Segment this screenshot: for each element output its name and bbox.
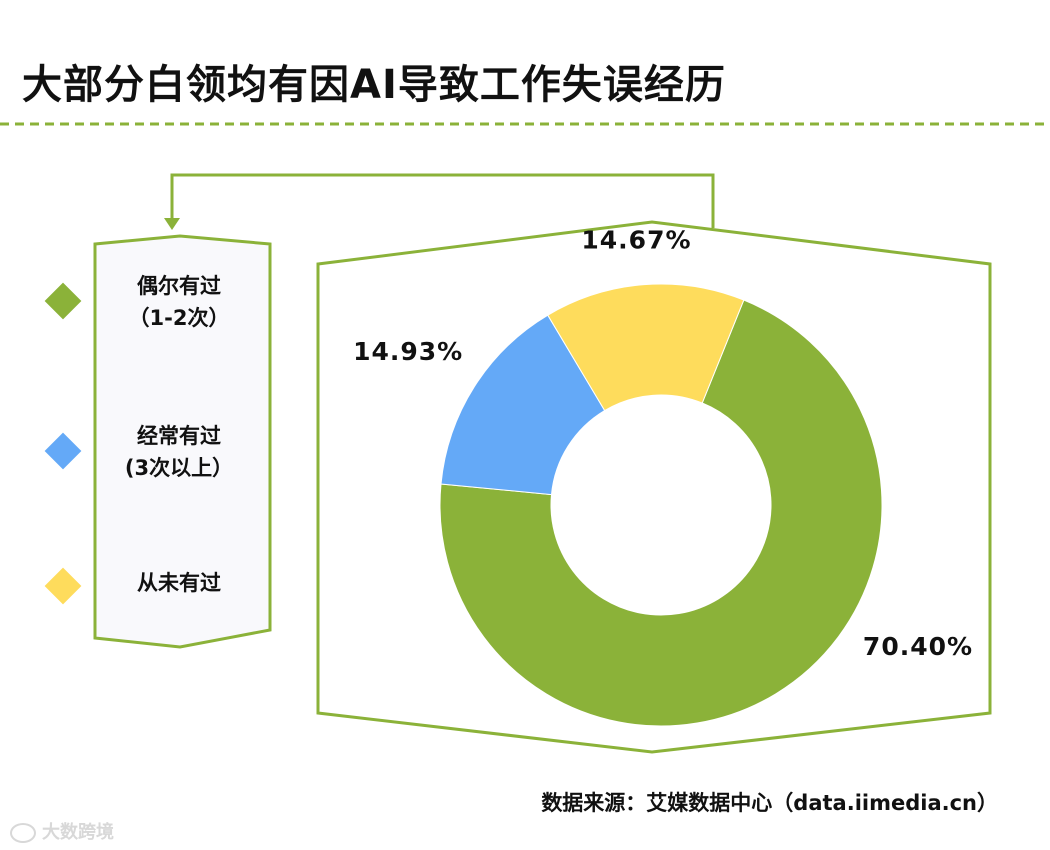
legend-diamond-blue: [44, 432, 82, 470]
legend-panel: [93, 234, 272, 649]
data-label-never: 14.67%: [581, 226, 691, 255]
slice-never: [547, 283, 745, 412]
chart-title: 大部分白领均有因AI导致工作失误经历: [22, 62, 726, 108]
connector-arrowhead: [164, 218, 180, 230]
legend-label-line2: （1-2次）: [128, 306, 230, 330]
legend-diamond-green: [44, 282, 82, 320]
legend-label-line1: 偶尔有过: [137, 274, 221, 298]
legend-label-occasional: 偶尔有过 （1-2次）: [104, 270, 254, 334]
watermark-logo-icon: [10, 823, 36, 843]
legend-item-occasional: 偶尔有过 （1-2次）: [0, 270, 270, 330]
donut-slices: [439, 283, 883, 727]
legend-item-never: 从未有过: [0, 567, 270, 627]
legend-diamond-yellow: [44, 567, 82, 605]
legend-label-line2: (3次以上）: [124, 456, 234, 480]
slice-frequent: [440, 314, 606, 496]
watermark: 大数跨境: [10, 818, 114, 844]
legend-item-frequent: 经常有过 (3次以上）: [0, 420, 270, 480]
donut-labels: 70.40% 14.93% 14.67%: [353, 226, 973, 661]
legend-label-frequent: 经常有过 (3次以上）: [104, 420, 254, 484]
legend-label-line1: 从未有过: [137, 571, 221, 595]
connector-line: [170, 173, 715, 228]
watermark-text: 大数跨境: [42, 822, 114, 843]
data-source: 数据来源：艾媒数据中心（data.iimedia.cn）: [541, 791, 998, 815]
data-label-frequent: 14.93%: [353, 337, 463, 366]
slice-occasional: [439, 299, 883, 727]
legend-label-never: 从未有过: [104, 567, 254, 599]
legend-label-line1: 经常有过: [137, 424, 221, 448]
data-label-occasional: 70.40%: [863, 632, 973, 661]
